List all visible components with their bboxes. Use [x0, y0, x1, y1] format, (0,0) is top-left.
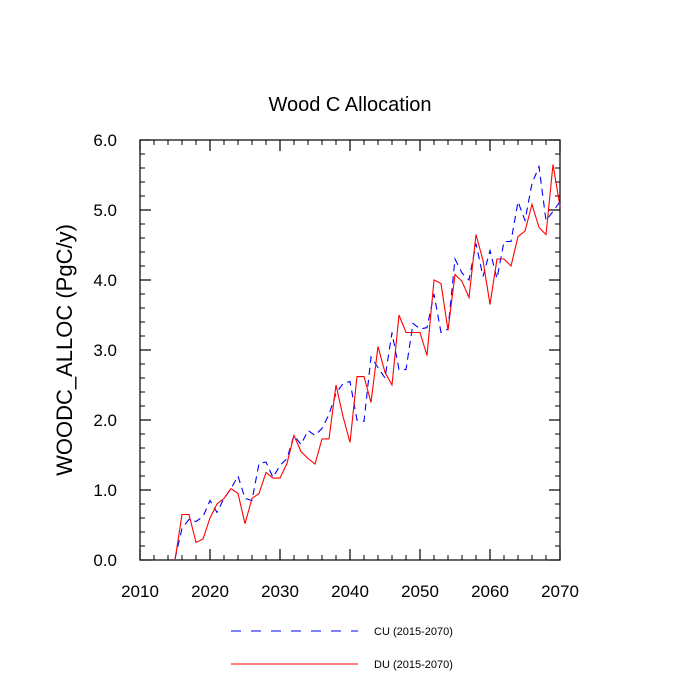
plot-frame [139, 139, 561, 561]
y-tick-label: 1.0 [93, 481, 117, 500]
x-tick-label: 2050 [401, 582, 439, 601]
x-tick-label: 2040 [331, 582, 369, 601]
x-tick-label: 2020 [191, 582, 229, 601]
legend: CU (2015-2070) DU (2015-2070) [231, 626, 453, 671]
x-tick-label: 2010 [121, 582, 159, 601]
series-line-du [174, 164, 561, 561]
y-tick-label: 3.0 [93, 341, 117, 360]
x-tick-label: 2070 [541, 582, 579, 601]
y-tick-label: 4.0 [93, 271, 117, 290]
y-tick-label: 0.0 [93, 551, 117, 570]
x-tick-label: 2030 [261, 582, 299, 601]
legend-label-du: DU (2015-2070) [374, 659, 453, 671]
y-axis-label: WOODC_ALLOC (PgC/y) [52, 224, 77, 476]
y-tick-label: 2.0 [93, 411, 117, 430]
chart-title: Wood C Allocation [268, 94, 431, 116]
y-tick-label: 6.0 [93, 131, 117, 150]
x-tick-label: 2060 [471, 582, 509, 601]
y-tick-label: 5.0 [93, 201, 117, 220]
legend-label-cu: CU (2015-2070) [374, 626, 453, 638]
plot-area: 2010 2020 2030 2040 2050 2060 2070 0.0 1.0 2.0 3.0… [93, 131, 579, 601]
series-line-cu [174, 164, 561, 559]
